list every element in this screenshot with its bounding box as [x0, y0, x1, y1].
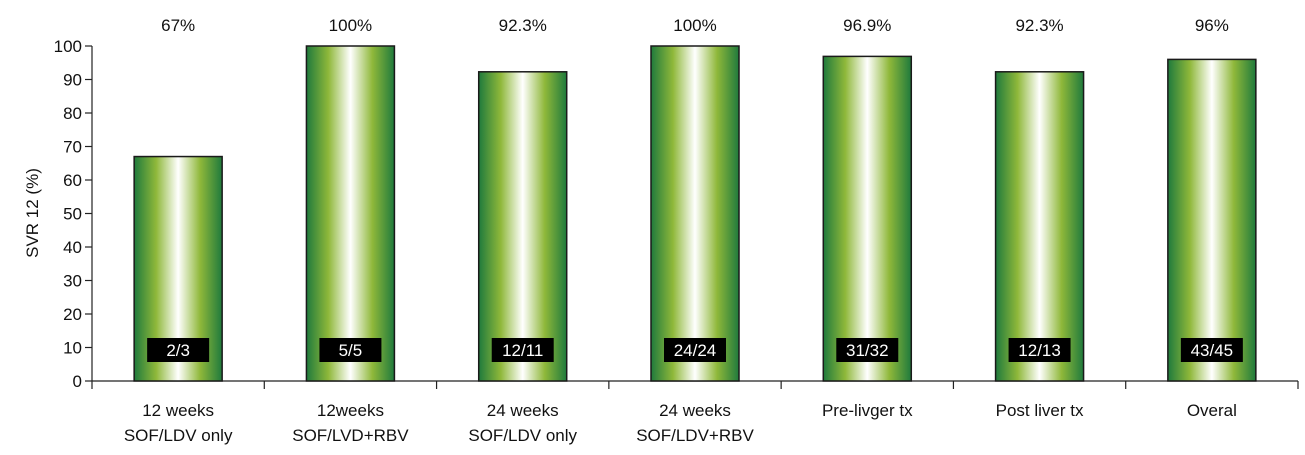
bar — [1167, 58, 1257, 382]
category-label: SOF/LDV+RBV — [636, 426, 754, 445]
bar-value-label: 92.3% — [1015, 16, 1063, 35]
category-label: SOF/LDV only — [468, 426, 577, 445]
count-box — [491, 338, 554, 362]
category-label: Post liver tx — [996, 401, 1084, 420]
category-label: Overal — [1187, 401, 1237, 420]
count-box — [319, 338, 382, 362]
y-tick-label: 30 — [63, 272, 82, 291]
category-label: 12 weeks — [142, 401, 214, 420]
count-box — [1008, 338, 1071, 362]
y-tick-label: 100 — [54, 37, 82, 56]
bar — [305, 45, 396, 382]
bar — [822, 55, 913, 382]
bar-value-label: 67% — [161, 16, 195, 35]
count-box — [147, 338, 210, 362]
y-tick-label: 70 — [63, 138, 82, 157]
y-tick-label: 10 — [63, 339, 82, 358]
count-box — [664, 338, 726, 362]
category-label: 24 weeks — [487, 401, 559, 420]
bar — [994, 71, 1085, 382]
y-tick-label: 60 — [63, 171, 82, 190]
bar — [650, 45, 740, 382]
y-axis: 0 10 20 30 40 50 60 70 80 90 100 — [54, 37, 93, 391]
bars — [133, 45, 1257, 382]
category-label: SOF/LVD+RBV — [292, 426, 409, 445]
category-label: SOF/LDV only — [124, 426, 233, 445]
bar-value-label: 100% — [673, 16, 716, 35]
y-tick-label: 40 — [63, 238, 82, 257]
count-label: 43/45 — [1191, 341, 1234, 360]
bar-value-label: 96.9% — [843, 16, 891, 35]
labels: 67% 2/3 12 weeks SOF/LDV only 100% 5/5 12weeks… — [124, 16, 1243, 445]
bar — [477, 71, 568, 382]
count-label: 12/11 — [502, 341, 543, 360]
x-axis — [91, 380, 1299, 389]
count-box — [836, 338, 899, 362]
y-axis-title: SVR 12 (%) — [23, 168, 42, 258]
bar-value-label: 92.3% — [499, 16, 547, 35]
category-label: 12weeks — [317, 401, 384, 420]
bar-value-label: 100% — [329, 16, 372, 35]
category-label: 24 weeks — [659, 401, 731, 420]
count-label: 12/13 — [1018, 341, 1061, 360]
y-tick-label: 80 — [63, 104, 82, 123]
count-label: 31/32 — [846, 341, 889, 360]
count-label: 2/3 — [166, 341, 190, 360]
y-tick-label: 0 — [73, 372, 82, 391]
category-label: Pre-livger tx — [822, 401, 913, 420]
count-label: 24/24 — [674, 341, 717, 360]
count-box — [1180, 338, 1243, 362]
y-tick-label: 20 — [63, 305, 82, 324]
y-tick-label: 90 — [63, 71, 82, 90]
y-tick-label: 50 — [63, 205, 82, 224]
bar-value-label: 96% — [1195, 16, 1229, 35]
count-label: 5/5 — [339, 341, 363, 360]
